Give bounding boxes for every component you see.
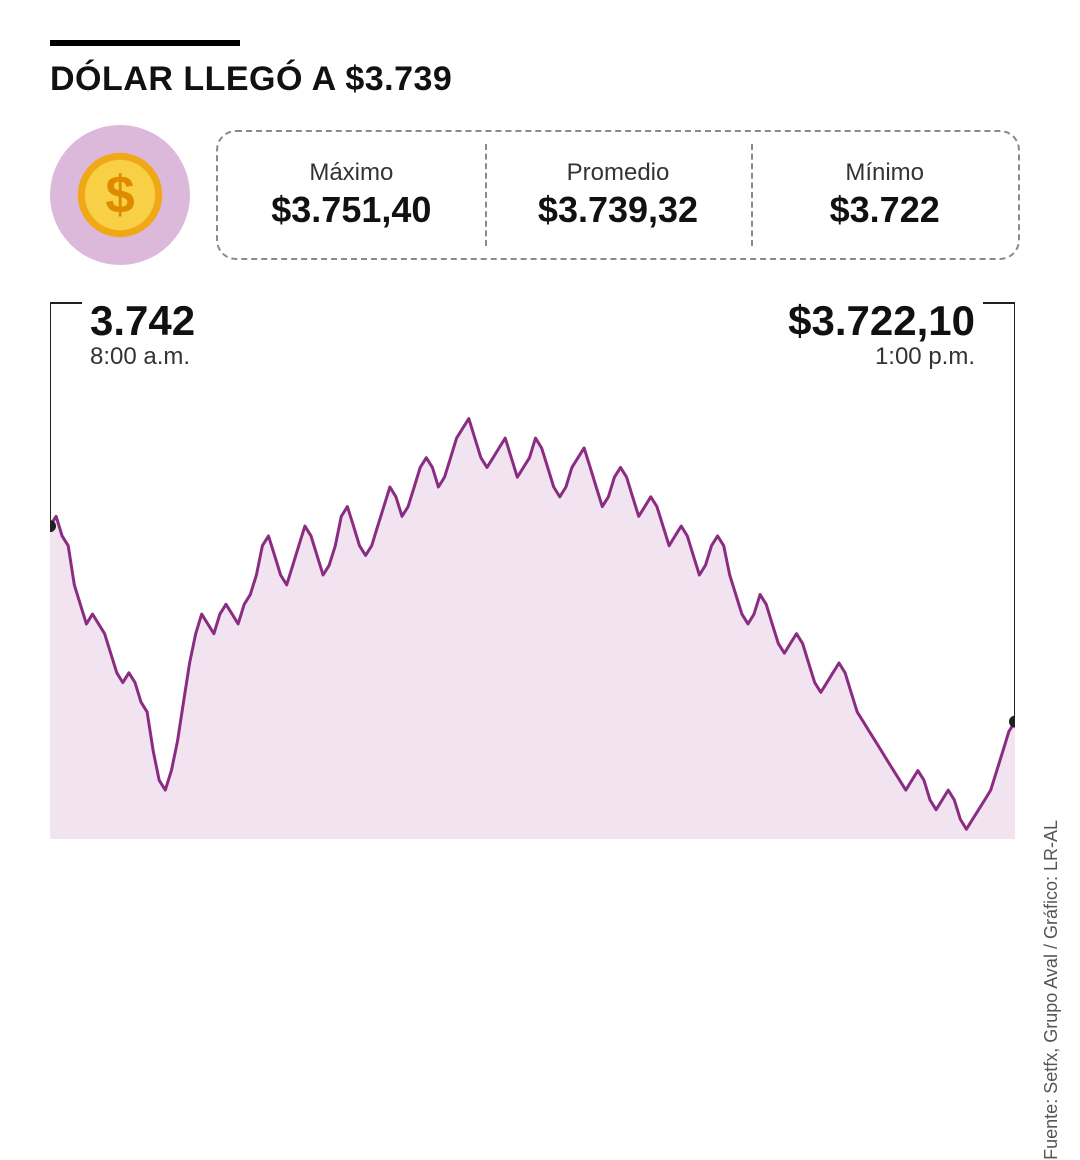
title-rule (50, 40, 240, 46)
price-chart: 3.742 8:00 a.m. $3.722,10 1:00 p.m. (50, 299, 1015, 839)
stat-avg-label: Promedio (567, 159, 670, 187)
source-credit: Fuente: Setfx, Grupo Aval / Gráfico: LR-… (1041, 820, 1062, 1160)
callout-end: $3.722,10 1:00 p.m. (788, 299, 975, 371)
chart-svg (50, 299, 1015, 839)
stat-min-label: Mínimo (845, 159, 924, 187)
svg-text:$: $ (105, 166, 134, 225)
page-title: DÓLAR LLEGÓ A $3.739 (50, 60, 1020, 99)
callout-end-value: $3.722,10 (788, 299, 975, 343)
stats-box: Máximo $3.751,40 Promedio $3.739,32 Míni… (216, 130, 1020, 260)
stat-max-label: Máximo (309, 159, 393, 187)
stat-min: Mínimo $3.722 (751, 132, 1018, 258)
stat-max: Máximo $3.751,40 (218, 132, 485, 258)
callout-start: 3.742 8:00 a.m. (90, 299, 195, 371)
stat-avg-value: $3.739,32 (538, 189, 698, 231)
callout-start-value: 3.742 (90, 299, 195, 343)
summary-row: $ Máximo $3.751,40 Promedio $3.739,32 Mí… (50, 125, 1020, 265)
stat-avg: Promedio $3.739,32 (485, 132, 752, 258)
dollar-coin-icon: $ (50, 125, 190, 265)
stat-max-value: $3.751,40 (271, 189, 431, 231)
callout-start-time: 8:00 a.m. (90, 343, 195, 371)
stat-min-value: $3.722 (830, 189, 940, 231)
callout-end-time: 1:00 p.m. (788, 343, 975, 371)
coin-svg: $ (76, 151, 164, 239)
